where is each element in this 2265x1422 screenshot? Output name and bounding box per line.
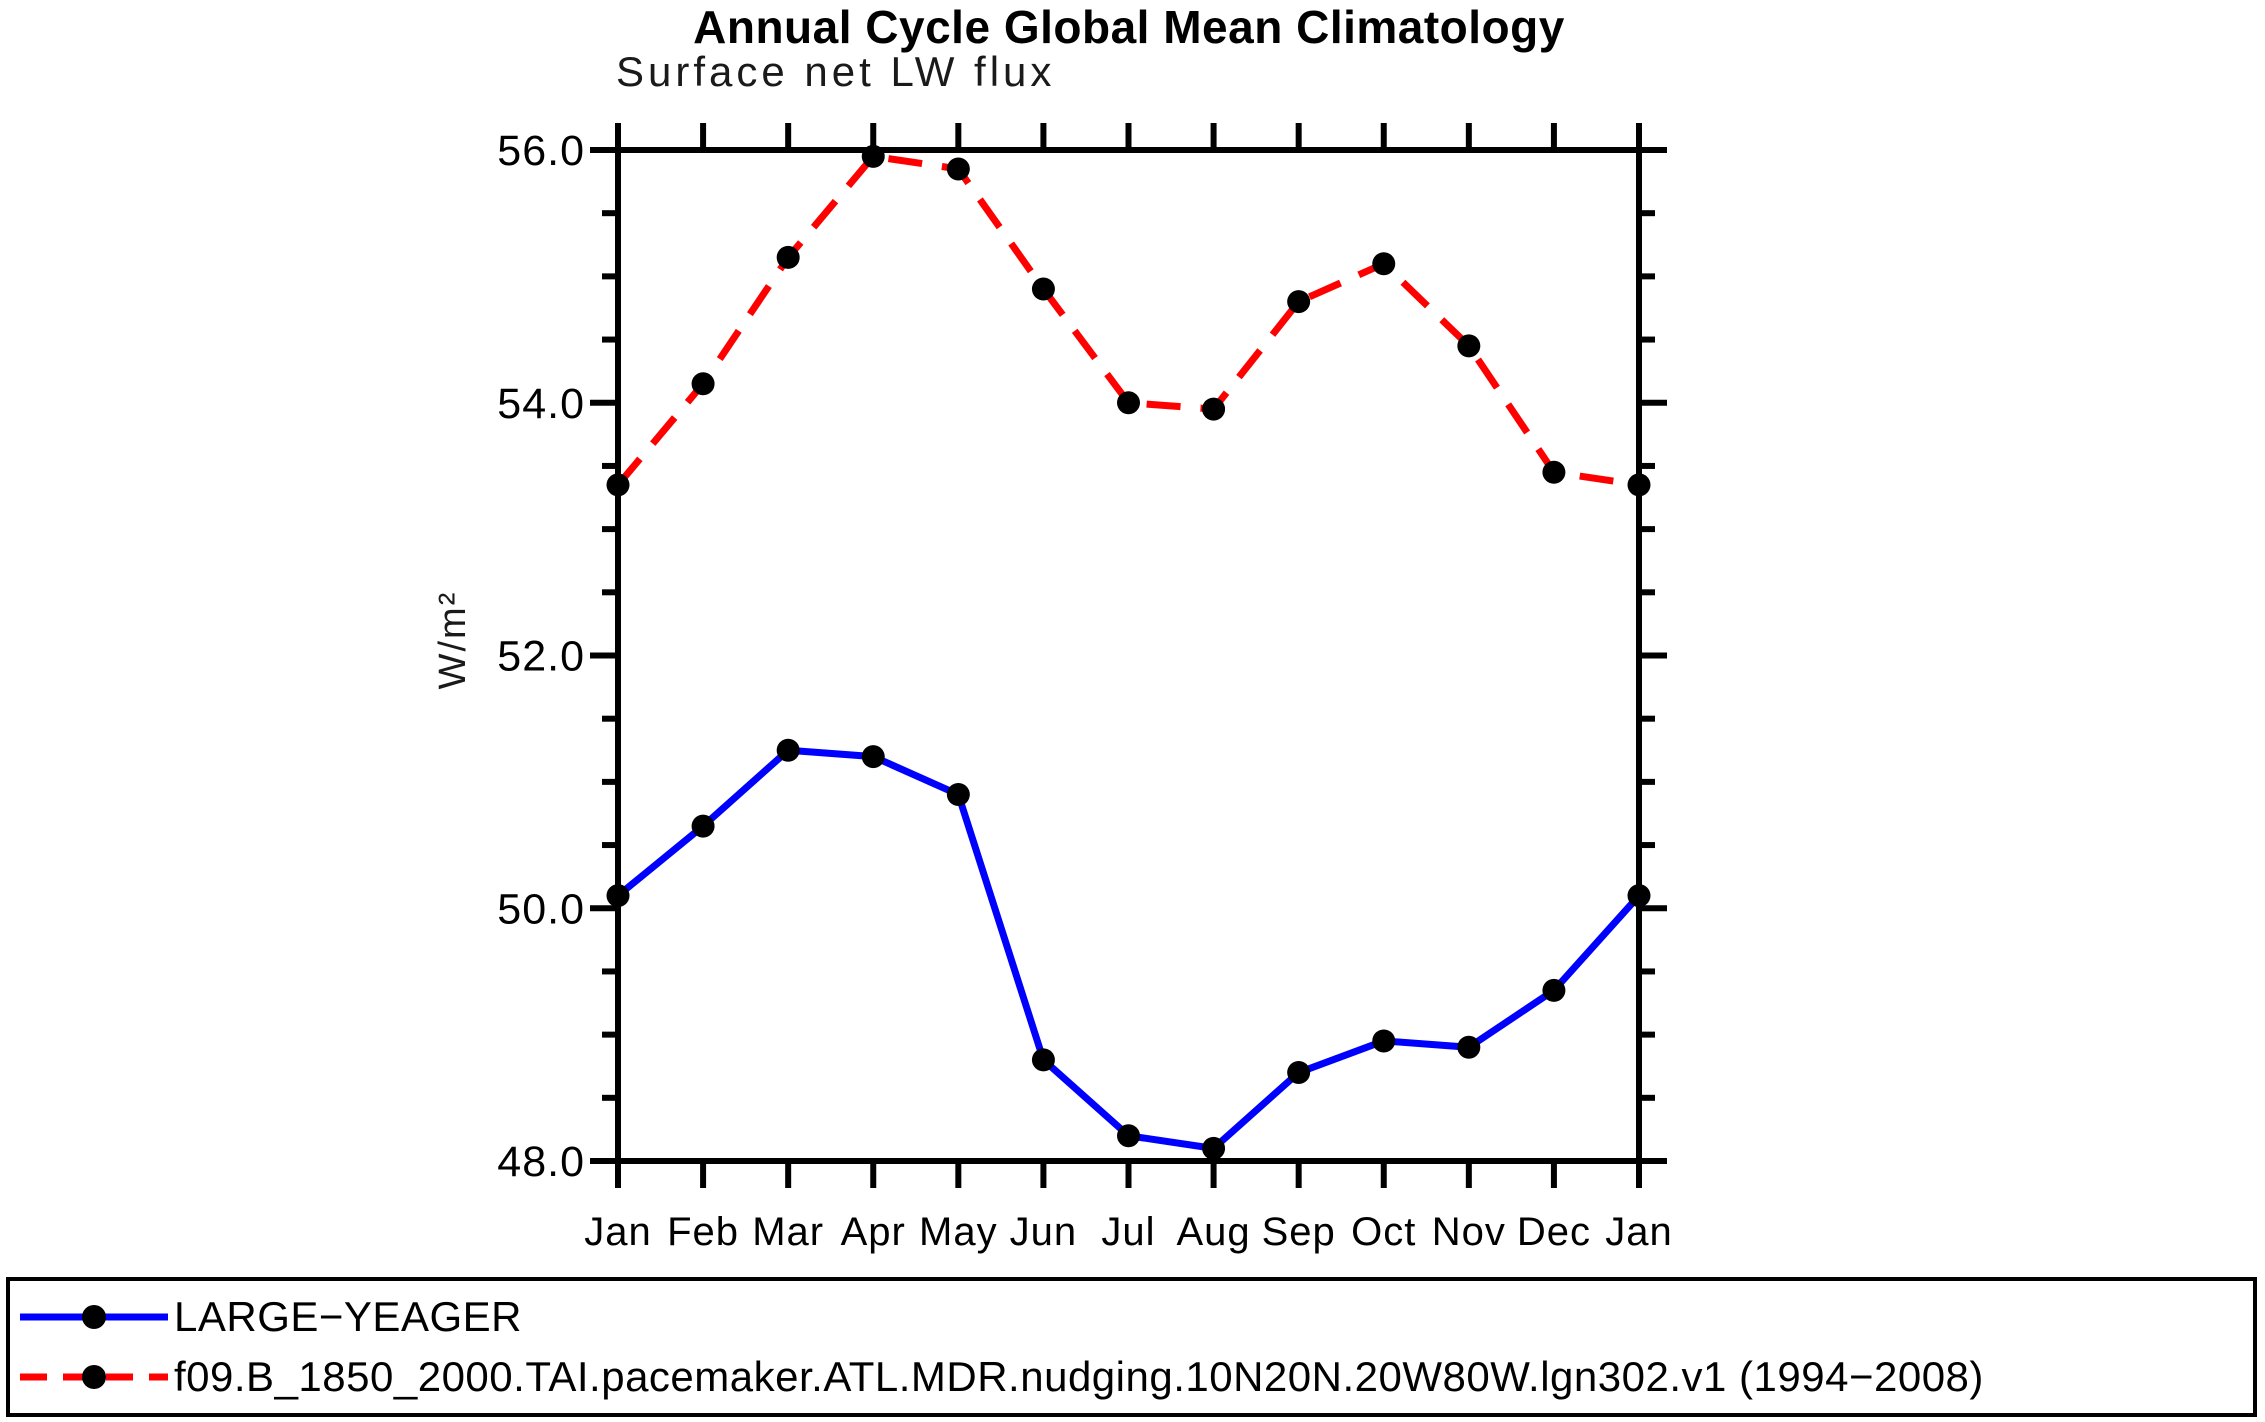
data-point-large-yeager	[1031, 1048, 1055, 1072]
data-point-f09-run	[1202, 397, 1226, 421]
data-point-large-yeager	[1287, 1061, 1311, 1085]
y-tick-label: 48.0	[497, 1138, 585, 1186]
data-point-large-yeager	[1372, 1029, 1396, 1053]
x-tick-label: Nov	[1432, 1210, 1506, 1254]
data-point-large-yeager	[776, 738, 800, 762]
legend-item-large-yeager: LARGE−YEAGER	[16, 1288, 2247, 1346]
data-point-f09-run	[1287, 290, 1311, 314]
x-tick-label: Oct	[1351, 1210, 1416, 1254]
data-point-f09-run	[861, 144, 885, 168]
x-tick-label: Jan	[1605, 1210, 1673, 1254]
data-point-large-yeager	[606, 884, 630, 908]
plot-area: Jan Feb Mar Apr May Jun Jul Aug Sep Oct Nov Dec Jan 4…	[497, 123, 1673, 1254]
x-tick-label: Dec	[1517, 1210, 1591, 1254]
chart-subtitle: Surface net LW flux	[616, 48, 1056, 95]
data-point-f09-run	[776, 245, 800, 269]
x-tick-label: Aug	[1176, 1210, 1250, 1254]
x-tick-label: Mar	[752, 1210, 824, 1254]
legend-box: LARGE−YEAGER f09.B_1850_2000.TAI.pacemak…	[6, 1277, 2257, 1417]
legend-label-large-yeager: LARGE−YEAGER	[174, 1292, 522, 1340]
data-point-f09-run	[606, 473, 630, 497]
data-point-f09-run	[1627, 473, 1651, 497]
x-tick-label: Apr	[841, 1210, 906, 1254]
x-tick-label: Jul	[1101, 1210, 1155, 1254]
y-tick-label: 54.0	[497, 380, 585, 428]
data-point-f09-run	[1542, 460, 1566, 484]
legend-item-f09-run: f09.B_1850_2000.TAI.pacemaker.ATL.MDR.nu…	[16, 1348, 2247, 1406]
data-point-large-yeager	[1202, 1136, 1226, 1160]
data-point-f09-run	[1117, 391, 1140, 415]
data-point-large-yeager	[1542, 978, 1566, 1002]
data-point-large-yeager	[946, 783, 970, 807]
data-point-large-yeager	[861, 745, 885, 769]
data-point-f09-run	[691, 372, 715, 396]
y-tick-label: 56.0	[497, 127, 585, 175]
chart-title: Annual Cycle Global Mean Climatology	[693, 1, 1565, 53]
legend-label-f09-run: f09.B_1850_2000.TAI.pacemaker.ATL.MDR.nu…	[174, 1353, 1984, 1401]
data-point-f09-run	[1031, 277, 1055, 301]
legend-swatch-solid-line	[20, 1304, 168, 1329]
data-point-f09-run	[1457, 334, 1481, 358]
y-tick-label: 52.0	[497, 633, 585, 681]
data-point-large-yeager	[1627, 884, 1651, 908]
series-line-f09-run	[615, 152, 1640, 489]
y-tick-label: 50.0	[497, 885, 585, 933]
series-line-large-yeager	[615, 746, 1642, 1153]
x-tick-label: Feb	[667, 1210, 739, 1254]
legend-swatch-dashed-line	[20, 1365, 168, 1390]
x-tick-label: Sep	[1262, 1210, 1336, 1254]
data-point-large-yeager	[691, 814, 715, 838]
data-point-large-yeager	[1117, 1124, 1140, 1148]
data-point-f09-run	[1372, 252, 1396, 276]
x-tick-label: Jan	[584, 1210, 652, 1254]
x-tick-label: May	[919, 1210, 998, 1254]
data-point-large-yeager	[1457, 1035, 1481, 1059]
x-tick-label: Jun	[1010, 1210, 1078, 1254]
data-point-f09-run	[946, 157, 970, 181]
